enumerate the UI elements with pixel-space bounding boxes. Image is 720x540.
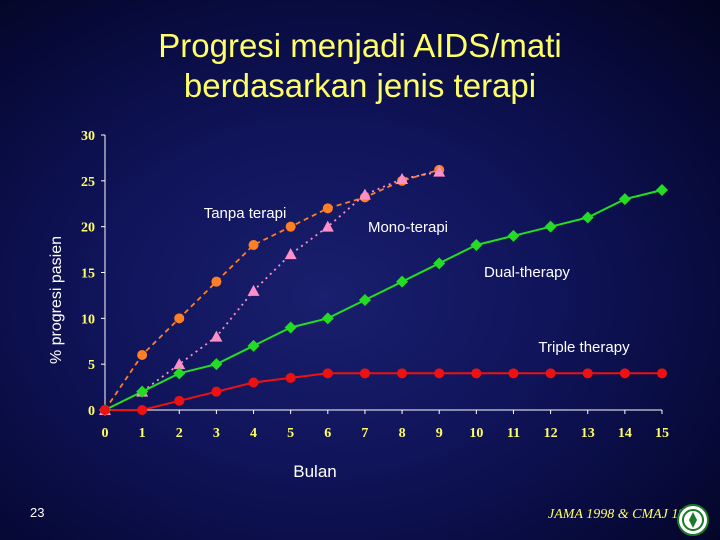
data-point-tanpa-terapi <box>285 221 296 232</box>
series-line-triple-therapy <box>105 372 662 411</box>
data-point-dual-therapy <box>618 193 631 206</box>
data-point-mono-terapi <box>284 248 297 260</box>
data-point-triple-therapy <box>471 368 482 379</box>
data-point-triple-therapy <box>100 405 110 415</box>
y-tick-label: 25 <box>81 175 95 190</box>
data-point-tanpa-terapi <box>211 276 222 287</box>
x-tick-label: 9 <box>436 426 443 441</box>
x-tick-label: 1 <box>139 426 146 441</box>
plot-area <box>105 135 662 410</box>
data-point-dual-therapy <box>433 257 446 270</box>
series-line-mono-terapi <box>104 170 440 411</box>
data-point-dual-therapy <box>321 312 334 325</box>
data-point-triple-therapy <box>359 368 370 379</box>
x-tick-label: 10 <box>469 426 483 441</box>
y-tick-label: 5 <box>88 358 95 373</box>
y-axis-label: % progresi pasien <box>48 235 65 365</box>
data-point-tanpa-terapi <box>322 203 333 214</box>
series-lines <box>104 168 663 411</box>
data-point-dual-therapy <box>210 358 223 371</box>
y-tick-label: 20 <box>81 221 95 236</box>
x-tick-label: 5 <box>287 426 294 441</box>
data-point-triple-therapy <box>211 386 222 397</box>
data-point-triple-therapy <box>285 372 296 383</box>
data-point-triple-therapy <box>322 368 333 379</box>
data-point-triple-therapy <box>582 368 593 379</box>
data-point-mono-terapi <box>173 358 186 370</box>
data-point-mono-terapi <box>396 173 409 184</box>
data-point-dual-therapy <box>656 184 668 196</box>
data-point-mono-terapi <box>358 188 371 200</box>
x-tick-label: 12 <box>544 426 558 441</box>
x-tick-label: 3 <box>213 426 220 441</box>
x-tick-label: 7 <box>361 426 368 441</box>
data-point-triple-therapy <box>397 368 408 379</box>
data-point-triple-therapy <box>137 405 148 415</box>
data-point-triple-therapy <box>434 368 445 379</box>
data-point-tanpa-terapi <box>174 313 185 324</box>
data-point-triple-therapy <box>657 368 667 379</box>
data-point-triple-therapy <box>619 368 630 379</box>
y-tick-label: 30 <box>81 129 95 144</box>
series-line-dual-therapy <box>104 189 663 411</box>
x-tick-label: 15 <box>655 426 669 441</box>
data-point-dual-therapy <box>470 239 483 251</box>
x-tick-label: 8 <box>399 426 406 441</box>
data-point-tanpa-terapi <box>137 350 148 360</box>
data-point-mono-terapi <box>433 165 446 177</box>
x-tick-label: 0 <box>102 426 109 441</box>
title-line-1: Progresi menjadi AIDS/mati <box>158 27 562 64</box>
data-point-triple-therapy <box>248 377 259 388</box>
data-point-triple-therapy <box>174 395 185 406</box>
slide-number: 23 <box>30 505 45 520</box>
data-point-mono-terapi <box>247 284 260 296</box>
series-labels: Tanpa terapi Mono-terapi Dual-therapy Tripl… <box>204 205 630 356</box>
data-point-triple-therapy <box>545 368 556 379</box>
x-tick-label: 13 <box>581 426 595 441</box>
institution-logo-icon <box>677 504 709 536</box>
x-axis-label: Bulan <box>293 462 337 481</box>
x-tick-label: 4 <box>250 426 257 441</box>
y-tick-label: 0 <box>88 404 95 419</box>
series-label-mono-terapi: Mono-terapi <box>368 219 448 236</box>
x-tick-label: 6 <box>324 426 331 441</box>
data-point-dual-therapy <box>173 367 186 380</box>
x-tick-label: 14 <box>618 426 632 441</box>
data-point-dual-therapy <box>507 229 520 242</box>
slide-title: Progresi menjadi AIDS/mati berdasarkan j… <box>0 26 720 106</box>
data-point-triple-therapy <box>508 368 519 379</box>
series-markers <box>99 164 668 416</box>
data-point-dual-therapy <box>544 220 557 233</box>
source-citation: JAMA 1998 & CMAJ 1999 <box>548 507 700 522</box>
y-tick-label: 15 <box>81 267 95 282</box>
data-point-dual-therapy <box>136 385 149 398</box>
x-tick-label: 11 <box>507 426 520 441</box>
data-point-dual-therapy <box>396 275 409 288</box>
data-point-dual-therapy <box>358 294 371 306</box>
data-point-dual-therapy <box>247 339 260 352</box>
data-point-tanpa-terapi <box>248 240 259 250</box>
data-point-mono-terapi <box>321 220 334 232</box>
data-point-dual-therapy <box>284 321 297 334</box>
series-line-tanpa-terapi <box>104 168 440 411</box>
y-tick-label: 10 <box>81 312 95 327</box>
data-point-mono-terapi <box>210 330 223 342</box>
data-point-dual-therapy <box>581 211 594 224</box>
title-line-2: berdasarkan jenis terapi <box>183 67 537 104</box>
x-tick-label: 2 <box>176 426 183 441</box>
series-label-tanpa-terapi: Tanpa terapi <box>204 205 287 222</box>
series-label-triple-therapy: Triple therapy <box>538 339 630 356</box>
series-label-dual-therapy: Dual-therapy <box>484 264 570 281</box>
